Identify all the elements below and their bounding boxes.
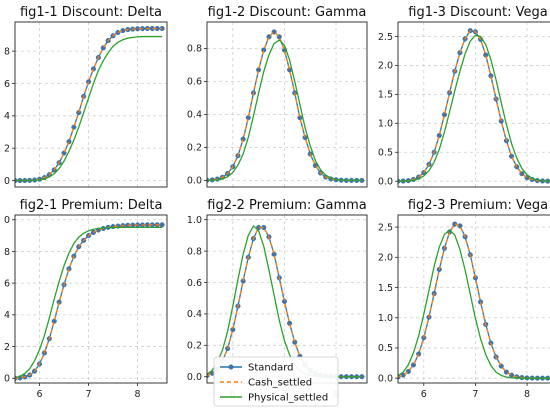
series-line-physical-settled [15,226,163,379]
legend-entry-standard: Standard [220,363,294,374]
x-tick-label: 8 [135,389,141,400]
y-tick-label: 1.5 [378,283,393,294]
axes-frame [397,214,550,384]
x-tick-label: 6 [36,389,42,400]
y-tick-label: 0.6 [187,278,202,289]
chart-panel-1: 0 2 4 6 8 fig1-1 Discount: Delta [4,5,168,188]
y-tick-label: 6 [4,278,10,289]
y-tick-label: 0.6 [187,77,202,88]
legend-label: Physical_settled [248,393,328,404]
series-line-cash-settled [398,223,550,379]
grid [398,22,550,187]
series-line-physical-settled [398,229,550,379]
data-point [452,221,458,227]
panel-title: fig1-1 Discount: Delta [20,5,162,20]
axes-frame [206,21,368,188]
y-tick-label: 1.0 [378,313,393,324]
series-line-physical-settled [207,39,362,182]
series-line-physical-settled [398,34,550,182]
data-point [457,50,463,56]
y-tick-label: 0.2 [187,341,202,352]
y-tick-label: 0.4 [187,110,202,121]
y-tick-label: 0.0 [187,372,202,383]
y-tick-label: 1.0 [378,119,393,130]
grid [15,22,167,187]
data-point [90,229,97,235]
y-tick-label: 0.0 [187,176,202,187]
y-tick-label: 8 [4,247,10,258]
y-tick-label: 0.8 [187,44,202,55]
legend-box [213,356,339,407]
grid [207,22,367,187]
data-point [240,136,246,142]
data-point [416,351,422,357]
panel-title: fig2-1 Premium: Delta [20,198,163,213]
panel-title: fig2-2 Premium: Gamma [207,198,367,213]
y-tick-label: 0 [4,374,10,385]
y-tick-label: 0 [4,176,10,187]
legend-entry-physical-settled: Physical_settled [220,393,328,404]
panel-title: fig2-3 Premium: Vega [408,198,548,213]
y-tick-label: 0.5 [378,148,393,159]
panel-title: fig1-2 Discount: Gamma [208,5,367,20]
y-tick-label: 2.0 [378,61,393,72]
chart-panel-6: 0.0 0.5 1.0 1.5 2.0 2.5 6 7 8 fig2-3 Premium: Veg… [378,198,550,400]
axes-frame [397,21,550,188]
y-tick-label: 2.5 [378,222,393,233]
legend-entry-cash-settled: Cash_settled [220,378,312,389]
y-tick-label: 4 [4,310,10,321]
x-tick-label: 6 [421,389,427,400]
data-point [508,153,515,159]
y-tick-label: 0.0 [378,373,393,384]
y-tick-label: 2.0 [378,253,393,264]
data-point [90,66,97,72]
chart-panel-3: 0.0 0.5 1.0 1.5 2.0 2.5 fig1-3 Discount: Vega [378,5,550,188]
y-tick-label: 2.5 [378,32,393,43]
y-tick-label: 0.2 [187,143,202,154]
data-point [85,79,92,85]
y-tick-label: 0 [4,215,10,226]
y-tick-label: 1.5 [378,90,393,101]
series-line-cash-settled [398,29,550,182]
y-tick-label: 6 [4,79,10,90]
chart-panel-2: 0.0 0.2 0.4 0.6 0.8 fig1-2 Discount: Gamma [187,5,368,188]
x-tick-label: 7 [86,389,92,400]
data-point [457,223,463,229]
y-tick-label: 0.8 [187,246,202,257]
grid [15,215,167,383]
axes-frame [14,21,168,188]
legend-label: Standard [248,363,294,374]
y-tick-label: 8 [4,46,10,57]
chart-panel-4: 0 2 4 6 8 0 6 7 8 fig2-1 Premium: Delta [4,198,168,400]
legend: Standard Cash_settled Physical_settled [213,356,339,407]
grid [398,215,550,383]
y-tick-label: 0.4 [187,309,202,320]
data-point [76,110,82,116]
x-tick-label: 8 [524,389,530,400]
y-tick-label: 4 [4,111,10,122]
x-tick-label: 7 [472,389,478,400]
y-tick-label: 1.0 [187,215,202,226]
series-line-physical-settled [15,35,163,182]
data-point [266,34,272,40]
panel-title: fig1-3 Discount: Vega [408,5,548,20]
axes-frame [14,214,168,384]
y-tick-label: 2 [4,143,10,154]
series-line-cash-settled [15,224,163,379]
series-line-cash-settled [207,30,362,182]
data-point [159,222,165,228]
y-tick-label: 2 [4,342,10,353]
data-point [71,124,77,130]
y-tick-label: 0.5 [378,343,393,354]
legend-marker [228,364,234,370]
y-tick-label: 0.0 [378,177,393,188]
legend-label: Cash_settled [248,378,312,389]
